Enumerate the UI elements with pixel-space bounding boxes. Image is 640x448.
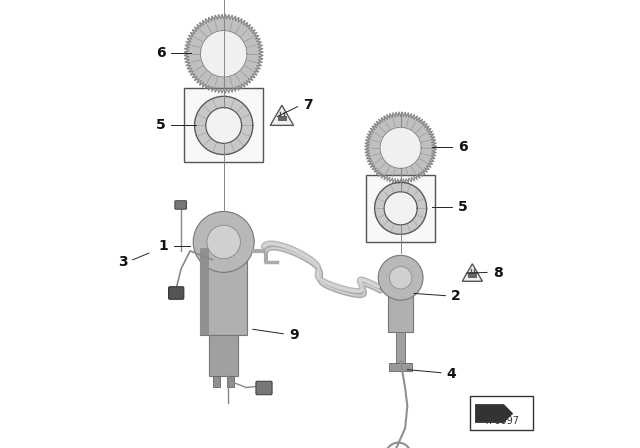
Bar: [213, 376, 220, 387]
Bar: [470, 396, 532, 430]
Text: 5: 5: [156, 118, 165, 133]
Text: 6: 6: [458, 140, 468, 154]
Circle shape: [207, 225, 241, 258]
Bar: [227, 376, 234, 387]
Bar: [388, 282, 413, 332]
Bar: [468, 272, 476, 277]
Polygon shape: [206, 108, 241, 143]
Text: 6: 6: [156, 46, 165, 60]
Polygon shape: [476, 405, 513, 422]
Bar: [396, 332, 405, 363]
Bar: [184, 89, 263, 163]
Circle shape: [390, 267, 412, 289]
Text: 8: 8: [493, 266, 502, 280]
Bar: [209, 336, 238, 376]
Polygon shape: [374, 182, 427, 234]
Text: 1: 1: [159, 239, 168, 254]
Polygon shape: [184, 14, 263, 93]
FancyBboxPatch shape: [256, 381, 272, 395]
Text: 476097: 476097: [483, 416, 520, 426]
Text: 3: 3: [118, 255, 127, 269]
Text: 4: 4: [447, 367, 456, 381]
Bar: [389, 363, 412, 371]
Polygon shape: [200, 30, 247, 77]
Circle shape: [193, 211, 254, 272]
FancyBboxPatch shape: [168, 287, 184, 299]
Text: 5: 5: [458, 200, 468, 214]
Polygon shape: [380, 127, 421, 168]
Polygon shape: [270, 105, 294, 125]
Polygon shape: [365, 112, 436, 184]
Circle shape: [378, 255, 423, 300]
Bar: [278, 116, 286, 120]
Polygon shape: [384, 192, 417, 225]
FancyBboxPatch shape: [175, 201, 186, 209]
Bar: [200, 248, 247, 336]
Text: 2: 2: [451, 289, 461, 303]
Bar: [200, 248, 209, 336]
Text: 9: 9: [289, 327, 299, 342]
Text: 7: 7: [303, 98, 313, 112]
Polygon shape: [195, 96, 253, 155]
Polygon shape: [462, 264, 483, 281]
Bar: [366, 175, 435, 242]
